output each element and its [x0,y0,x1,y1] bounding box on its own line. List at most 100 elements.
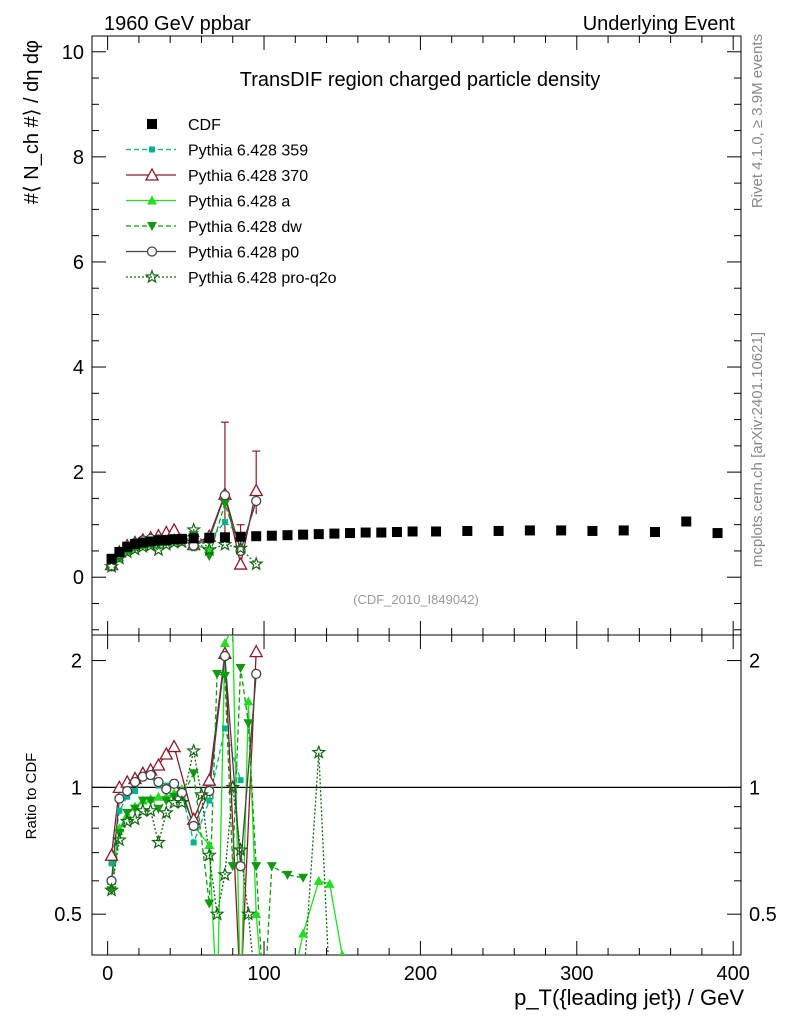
ratio-y-tick-label-right: 1 [749,777,760,799]
cdf-point [169,534,180,545]
ratio-point [122,808,133,818]
ratio-point [204,839,215,849]
ratio-point [161,784,172,795]
legend-label: Pythia 6.428 a [188,194,290,211]
ratio-y-tick-label-right: 2 [749,651,760,673]
ratio-point [104,882,120,897]
ratio-point [159,746,174,760]
data-point [217,536,233,552]
ratio-point [243,696,254,706]
data-point [104,558,120,574]
main-ylabel: #⟨ N_ch #⟩ / dη dφ [21,40,43,204]
legend-marker [149,146,155,153]
ratio-point [193,786,210,802]
x-tick-label: 0 [102,963,113,985]
legend-marker [144,269,160,284]
data-point [248,556,264,571]
ratio-point [240,906,256,921]
ratio-point [122,785,133,797]
cdf-point [204,532,215,543]
main-y-tick-label: 6 [73,252,84,274]
cdf-point [407,526,418,537]
series-line [110,493,257,567]
ratio-y-tick-label: 1 [71,777,82,799]
ratio-point [111,832,127,847]
ratio-point [104,847,119,861]
ratio-point [235,861,246,872]
cdf-point [587,525,598,536]
cdf-point [618,525,629,536]
cdf-point [266,530,277,541]
data-point [233,556,248,570]
cdf-point [556,525,567,536]
data-point [251,495,262,507]
ratio-y-tick-label: 2 [71,651,82,673]
ratio-point [150,834,167,849]
cdf-point [712,528,723,539]
ratio-point [145,796,156,806]
ratio-point [221,725,228,732]
legend-marker [147,195,157,205]
data-point [219,499,230,509]
ratio-point [217,866,233,882]
ratio-point [161,796,172,806]
ratio-point [132,788,139,795]
main-y-tick-label: 8 [73,147,84,169]
ratio-point [124,793,131,800]
ratio-point [137,796,148,806]
ratio-axes: 0.5 0.5 1 1 2 2 0 100 200 300 400 [54,634,777,985]
ratio-point [201,847,217,862]
cdf-point [329,528,340,539]
cdf-point [188,533,199,544]
ratio-point [298,928,309,938]
ratio-point [209,906,225,921]
ratio-point [227,862,238,872]
cdf-point [219,532,230,543]
ratio-point [298,873,309,883]
ratio-point [168,778,180,789]
cdf-point [251,531,262,542]
ratio-point [233,842,249,857]
ratio-point [116,807,123,814]
ratio-point [127,811,143,826]
cdf-point [282,530,293,541]
ratio-point [153,776,164,788]
ratio-y-tick-label-right: 0.5 [749,904,777,926]
side-text-top: Rivet 4.1.0, ≥ 3.9M events [749,34,766,208]
ratio-point [282,870,293,880]
header-right: Underlying Event [583,13,736,35]
ratio-y-tick-label: 0.5 [54,904,82,926]
ratio-point [339,950,345,955]
cdf-point [130,539,141,550]
cdf-point [137,537,148,548]
data-point [201,541,217,557]
cdf-point [153,535,164,546]
ratio-point [266,862,277,872]
cdf-point [122,541,133,552]
cdf-point [493,525,504,536]
ratio-point [158,804,174,820]
cdf-point [176,533,187,544]
ratio-point [206,797,213,804]
ratio-point [251,668,262,679]
data-point [233,540,249,555]
ratio-point [108,860,115,867]
cdf-point [431,526,442,537]
legend-label: CDF [188,117,221,134]
ratio-point [235,664,246,674]
cdf-point [524,525,535,536]
legend-marker [144,167,160,181]
ratio-point [174,794,190,809]
ratio-point [188,769,199,779]
cdf-point [391,527,402,538]
main-y-tick-label: 10 [62,42,84,64]
ratio-point [324,878,335,888]
ratio-series-line [110,667,304,955]
ratio-series-line [110,725,242,864]
ratio-point [186,743,202,758]
cdf-point [462,525,473,536]
main-title: TransDIF region charged particle density [240,69,601,91]
main-axes: 0 2 4 6 8 10 [62,35,742,636]
watermark: (CDF_2010_I849042) [353,592,479,607]
